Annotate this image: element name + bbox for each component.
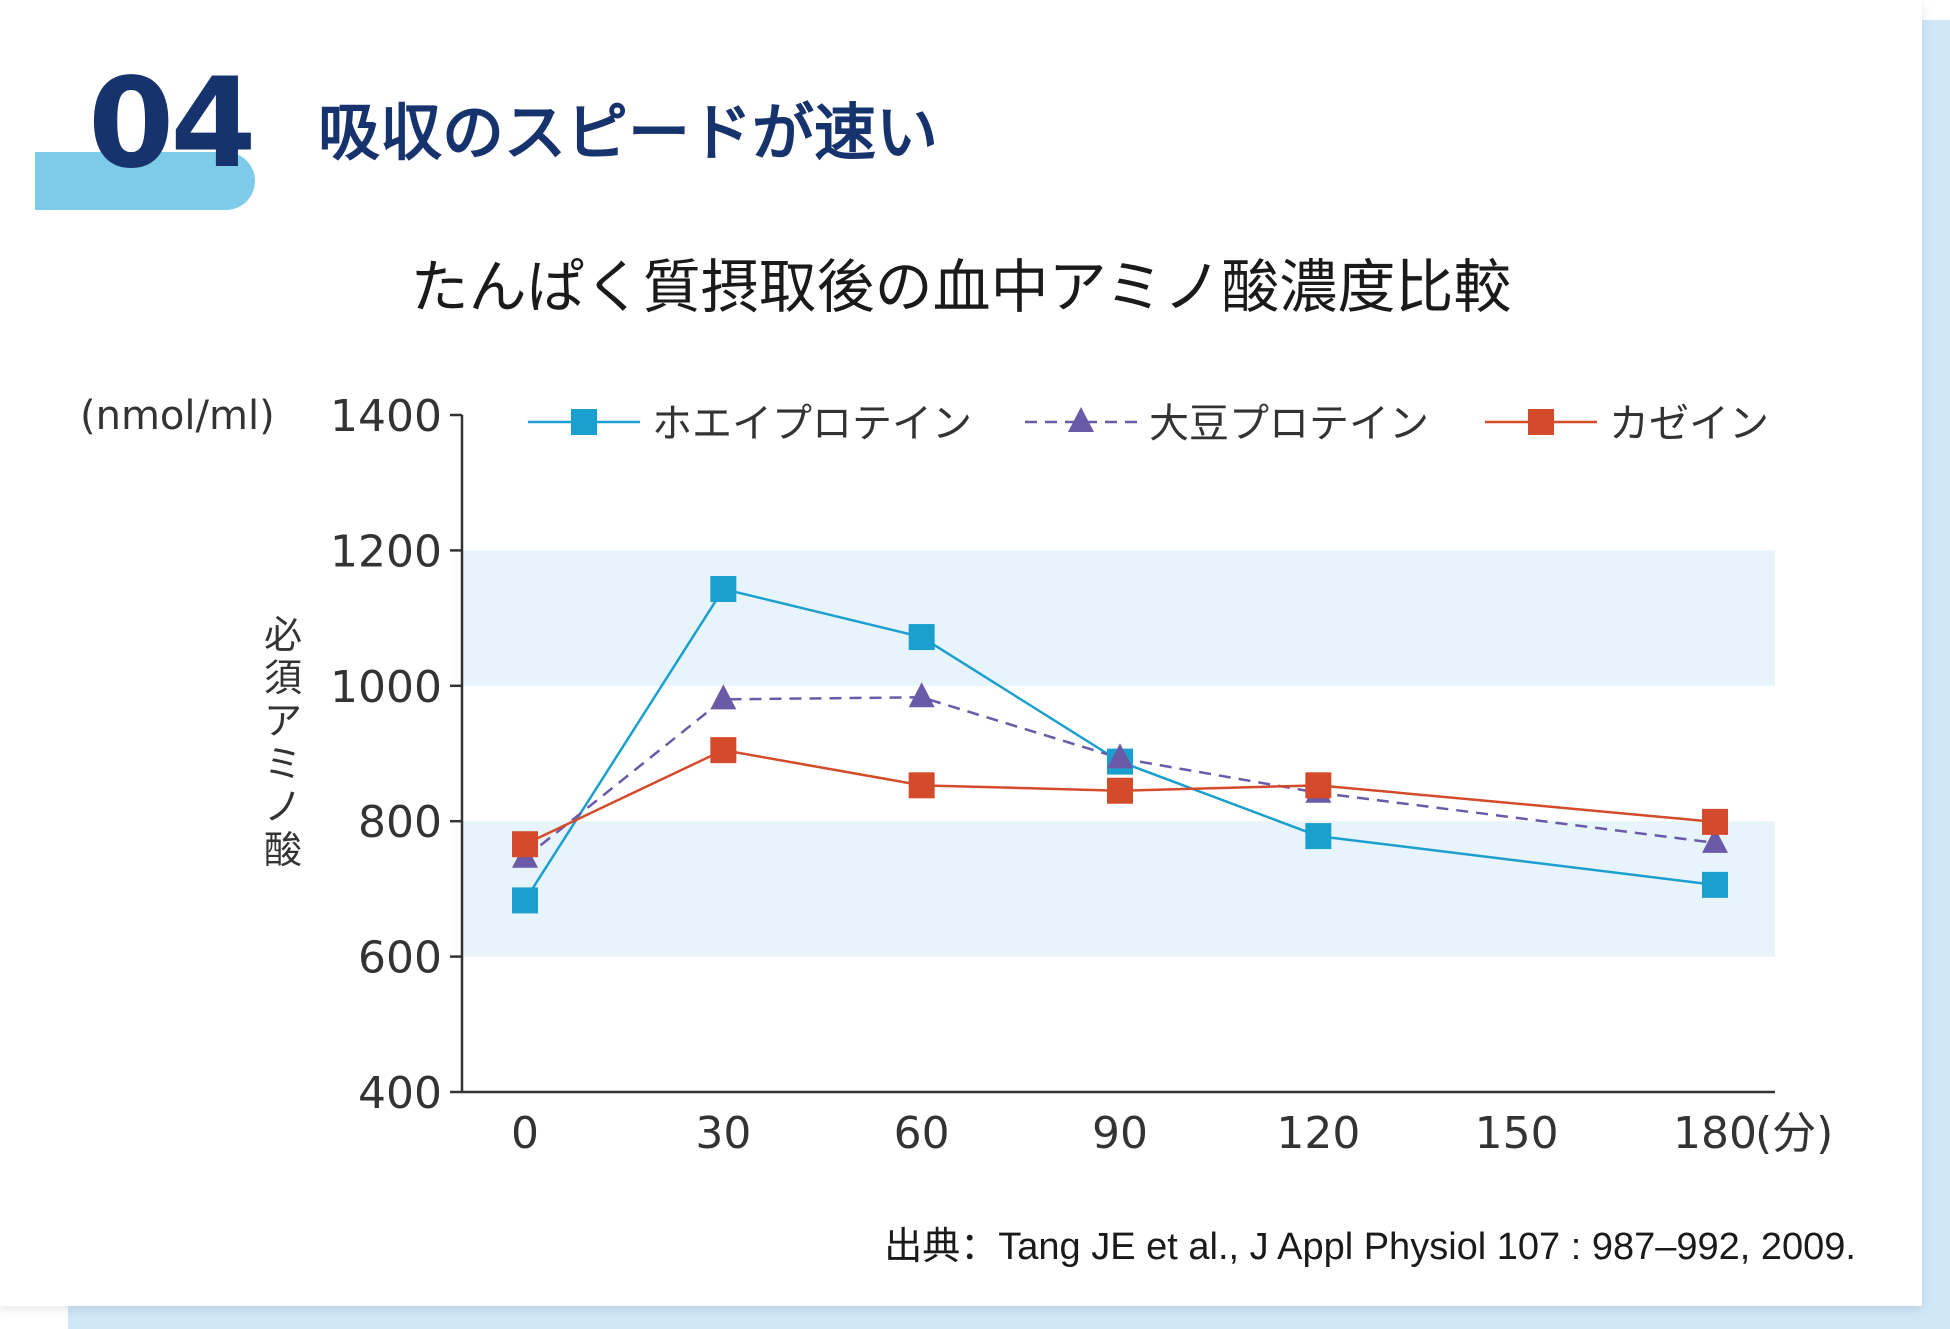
x-tick-label: 90 xyxy=(1092,1108,1148,1159)
legend-marker-1 xyxy=(1068,407,1094,432)
series-2-point xyxy=(908,772,935,799)
x-tick-label: 120 xyxy=(1276,1108,1360,1159)
series-line-2 xyxy=(524,748,1716,846)
x-tick-label: 150 xyxy=(1475,1108,1559,1159)
series-2-point xyxy=(1702,808,1728,835)
y-axis-title-char: ア xyxy=(264,699,302,743)
y-axis-title-char: ミ xyxy=(264,742,302,786)
series-line-0 xyxy=(523,587,1716,902)
series-2-point xyxy=(1107,777,1133,804)
legend-label-1: 大豆プロテイン xyxy=(1149,401,1429,447)
y-tick-label: 1000 xyxy=(330,662,442,713)
section-tab-band xyxy=(35,152,255,210)
series-2-point xyxy=(512,831,538,858)
citation: 出典：Tang JE et al., J Appl Physiol 107 : … xyxy=(884,1226,1856,1268)
series-0-point xyxy=(1702,871,1728,898)
content-card: 04 吸収のスピードが速い たんぱく質摂取後の血中アミノ酸濃度比較 400 600… xyxy=(35,52,1856,1268)
chart-title: たんぱく質摂取後の血中アミノ酸濃度比較 xyxy=(410,253,1512,321)
series-1-point xyxy=(710,684,737,710)
series-0-point xyxy=(710,575,737,602)
y-tick-label: 1400 xyxy=(330,391,442,442)
series-1-point xyxy=(1107,743,1133,769)
y-tick-label: 1200 xyxy=(330,526,442,577)
y-axis-title-char: ノ xyxy=(264,785,302,829)
shaded-band-1 xyxy=(462,550,1775,686)
legend-marker-2 xyxy=(1528,409,1554,435)
x-tick-label: 0 xyxy=(511,1108,539,1159)
series-2-point xyxy=(1305,772,1332,799)
shaded-band-0 xyxy=(462,821,1775,957)
series-1-point xyxy=(908,682,935,708)
y-axis-title-char: 須 xyxy=(264,656,302,700)
section-number: 04 xyxy=(88,52,257,196)
y-tick-label: 800 xyxy=(358,797,442,848)
x-tick-label: 180 xyxy=(1673,1108,1757,1159)
x-unit-label: (分) xyxy=(1755,1108,1833,1159)
section-heading: 吸収のスピードが速い xyxy=(318,96,939,169)
x-tick-label: 60 xyxy=(894,1108,950,1159)
x-tick-label: 30 xyxy=(695,1108,751,1159)
y-axis-title-char: 必 xyxy=(264,613,302,657)
series-2-point xyxy=(710,737,737,764)
series-0-point xyxy=(512,887,538,914)
series-0-point xyxy=(908,624,935,651)
series-1-point xyxy=(1702,827,1728,853)
legend-label-0: ホエイプロテイン xyxy=(652,401,972,447)
y-tick-label: 400 xyxy=(358,1068,442,1119)
legend-label-2: カゼイン xyxy=(1609,401,1769,447)
y-unit-label: (nmol/ml) xyxy=(80,393,275,439)
y-tick-label: 600 xyxy=(358,933,442,984)
y-axis-title-char: 酸 xyxy=(264,828,302,872)
series-0-point xyxy=(1305,823,1332,850)
series-line-1 xyxy=(524,696,1716,859)
legend-marker-0 xyxy=(571,409,597,435)
